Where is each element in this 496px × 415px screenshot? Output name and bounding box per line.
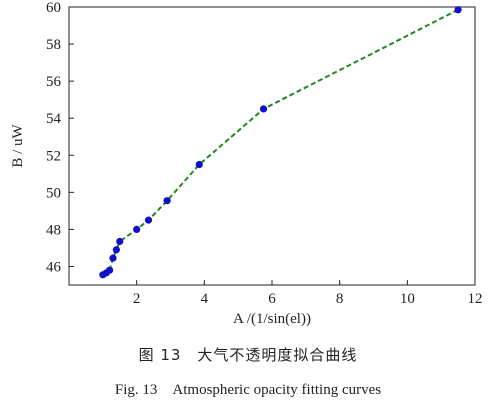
y-tick-label: 50	[46, 185, 61, 201]
plot-border	[68, 6, 476, 286]
data-point	[163, 197, 171, 205]
y-tick-label: 46	[46, 259, 62, 275]
series-layer	[99, 6, 462, 279]
series-line	[102, 8, 459, 276]
data-point	[195, 160, 203, 169]
x-tick-label: 2	[133, 291, 141, 307]
data-point	[112, 246, 120, 254]
y-tick-label: 54	[46, 111, 62, 127]
data-point	[116, 237, 124, 246]
data-point	[454, 6, 462, 14]
x-tick-label: 8	[336, 291, 344, 307]
x-tick-label: 12	[468, 291, 483, 307]
figure-caption-chinese: 图 13 大气不透明度拟合曲线	[138, 346, 358, 364]
figure-caption-english: Fig. 13 Atmospheric opacity fitting curv…	[114, 382, 382, 398]
y-tick-label: 60	[46, 0, 61, 16]
data-point	[259, 105, 268, 113]
x-axis-title: A /(1/sin(el))	[233, 311, 311, 327]
y-tick-label: 48	[46, 222, 61, 238]
data-point	[106, 266, 114, 274]
data-point	[109, 254, 117, 262]
x-axis: 2 4 6 8 10 12	[133, 280, 483, 307]
y-axis: 46 48 50 52 54 56 58 60	[46, 0, 74, 275]
y-tick-label: 56	[46, 74, 62, 90]
data-point	[133, 225, 141, 233]
y-tick-label: 58	[46, 37, 61, 53]
y-tick-label: 52	[46, 148, 61, 164]
plot-frame	[68, 6, 476, 286]
data-point	[144, 216, 153, 224]
x-tick-label: 6	[268, 291, 276, 307]
x-tick-label: 10	[400, 291, 415, 307]
y-axis-title: B / uW	[10, 123, 26, 167]
x-tick-label: 4	[201, 291, 209, 307]
